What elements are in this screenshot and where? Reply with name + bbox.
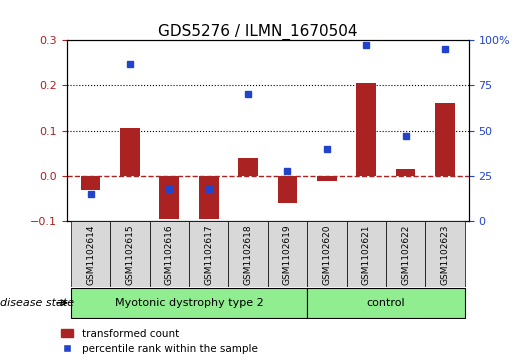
Text: disease state: disease state <box>0 298 74 308</box>
Bar <box>386 221 425 287</box>
Bar <box>278 176 297 203</box>
Bar <box>150 221 189 287</box>
Bar <box>238 158 258 176</box>
Bar <box>435 103 455 176</box>
Bar <box>425 221 465 287</box>
Text: control: control <box>367 298 405 308</box>
Bar <box>110 221 150 287</box>
Bar <box>268 221 307 287</box>
Bar <box>71 221 110 287</box>
Text: GSM1102617: GSM1102617 <box>204 225 213 285</box>
Bar <box>307 288 465 318</box>
Text: GSM1102614: GSM1102614 <box>86 225 95 285</box>
Text: GSM1102622: GSM1102622 <box>401 225 410 285</box>
Bar <box>229 221 268 287</box>
Bar <box>81 176 100 189</box>
Text: GSM1102616: GSM1102616 <box>165 225 174 285</box>
Legend: transformed count, percentile rank within the sample: transformed count, percentile rank withi… <box>57 325 262 358</box>
Bar <box>199 176 218 219</box>
Text: GSM1102619: GSM1102619 <box>283 225 292 285</box>
Text: GSM1102620: GSM1102620 <box>322 225 331 285</box>
Bar <box>356 83 376 176</box>
Text: GSM1102623: GSM1102623 <box>440 225 450 285</box>
Text: GSM1102621: GSM1102621 <box>362 225 371 285</box>
Bar <box>189 221 229 287</box>
Bar <box>307 221 347 287</box>
Bar <box>396 169 416 176</box>
Text: GDS5276 / ILMN_1670504: GDS5276 / ILMN_1670504 <box>158 24 357 40</box>
Bar <box>120 129 140 176</box>
Bar <box>317 176 337 180</box>
Text: Myotonic dystrophy type 2: Myotonic dystrophy type 2 <box>115 298 263 308</box>
Bar <box>347 221 386 287</box>
Text: GSM1102618: GSM1102618 <box>244 225 253 285</box>
Bar <box>160 176 179 219</box>
Text: GSM1102615: GSM1102615 <box>126 225 134 285</box>
Bar <box>71 288 307 318</box>
